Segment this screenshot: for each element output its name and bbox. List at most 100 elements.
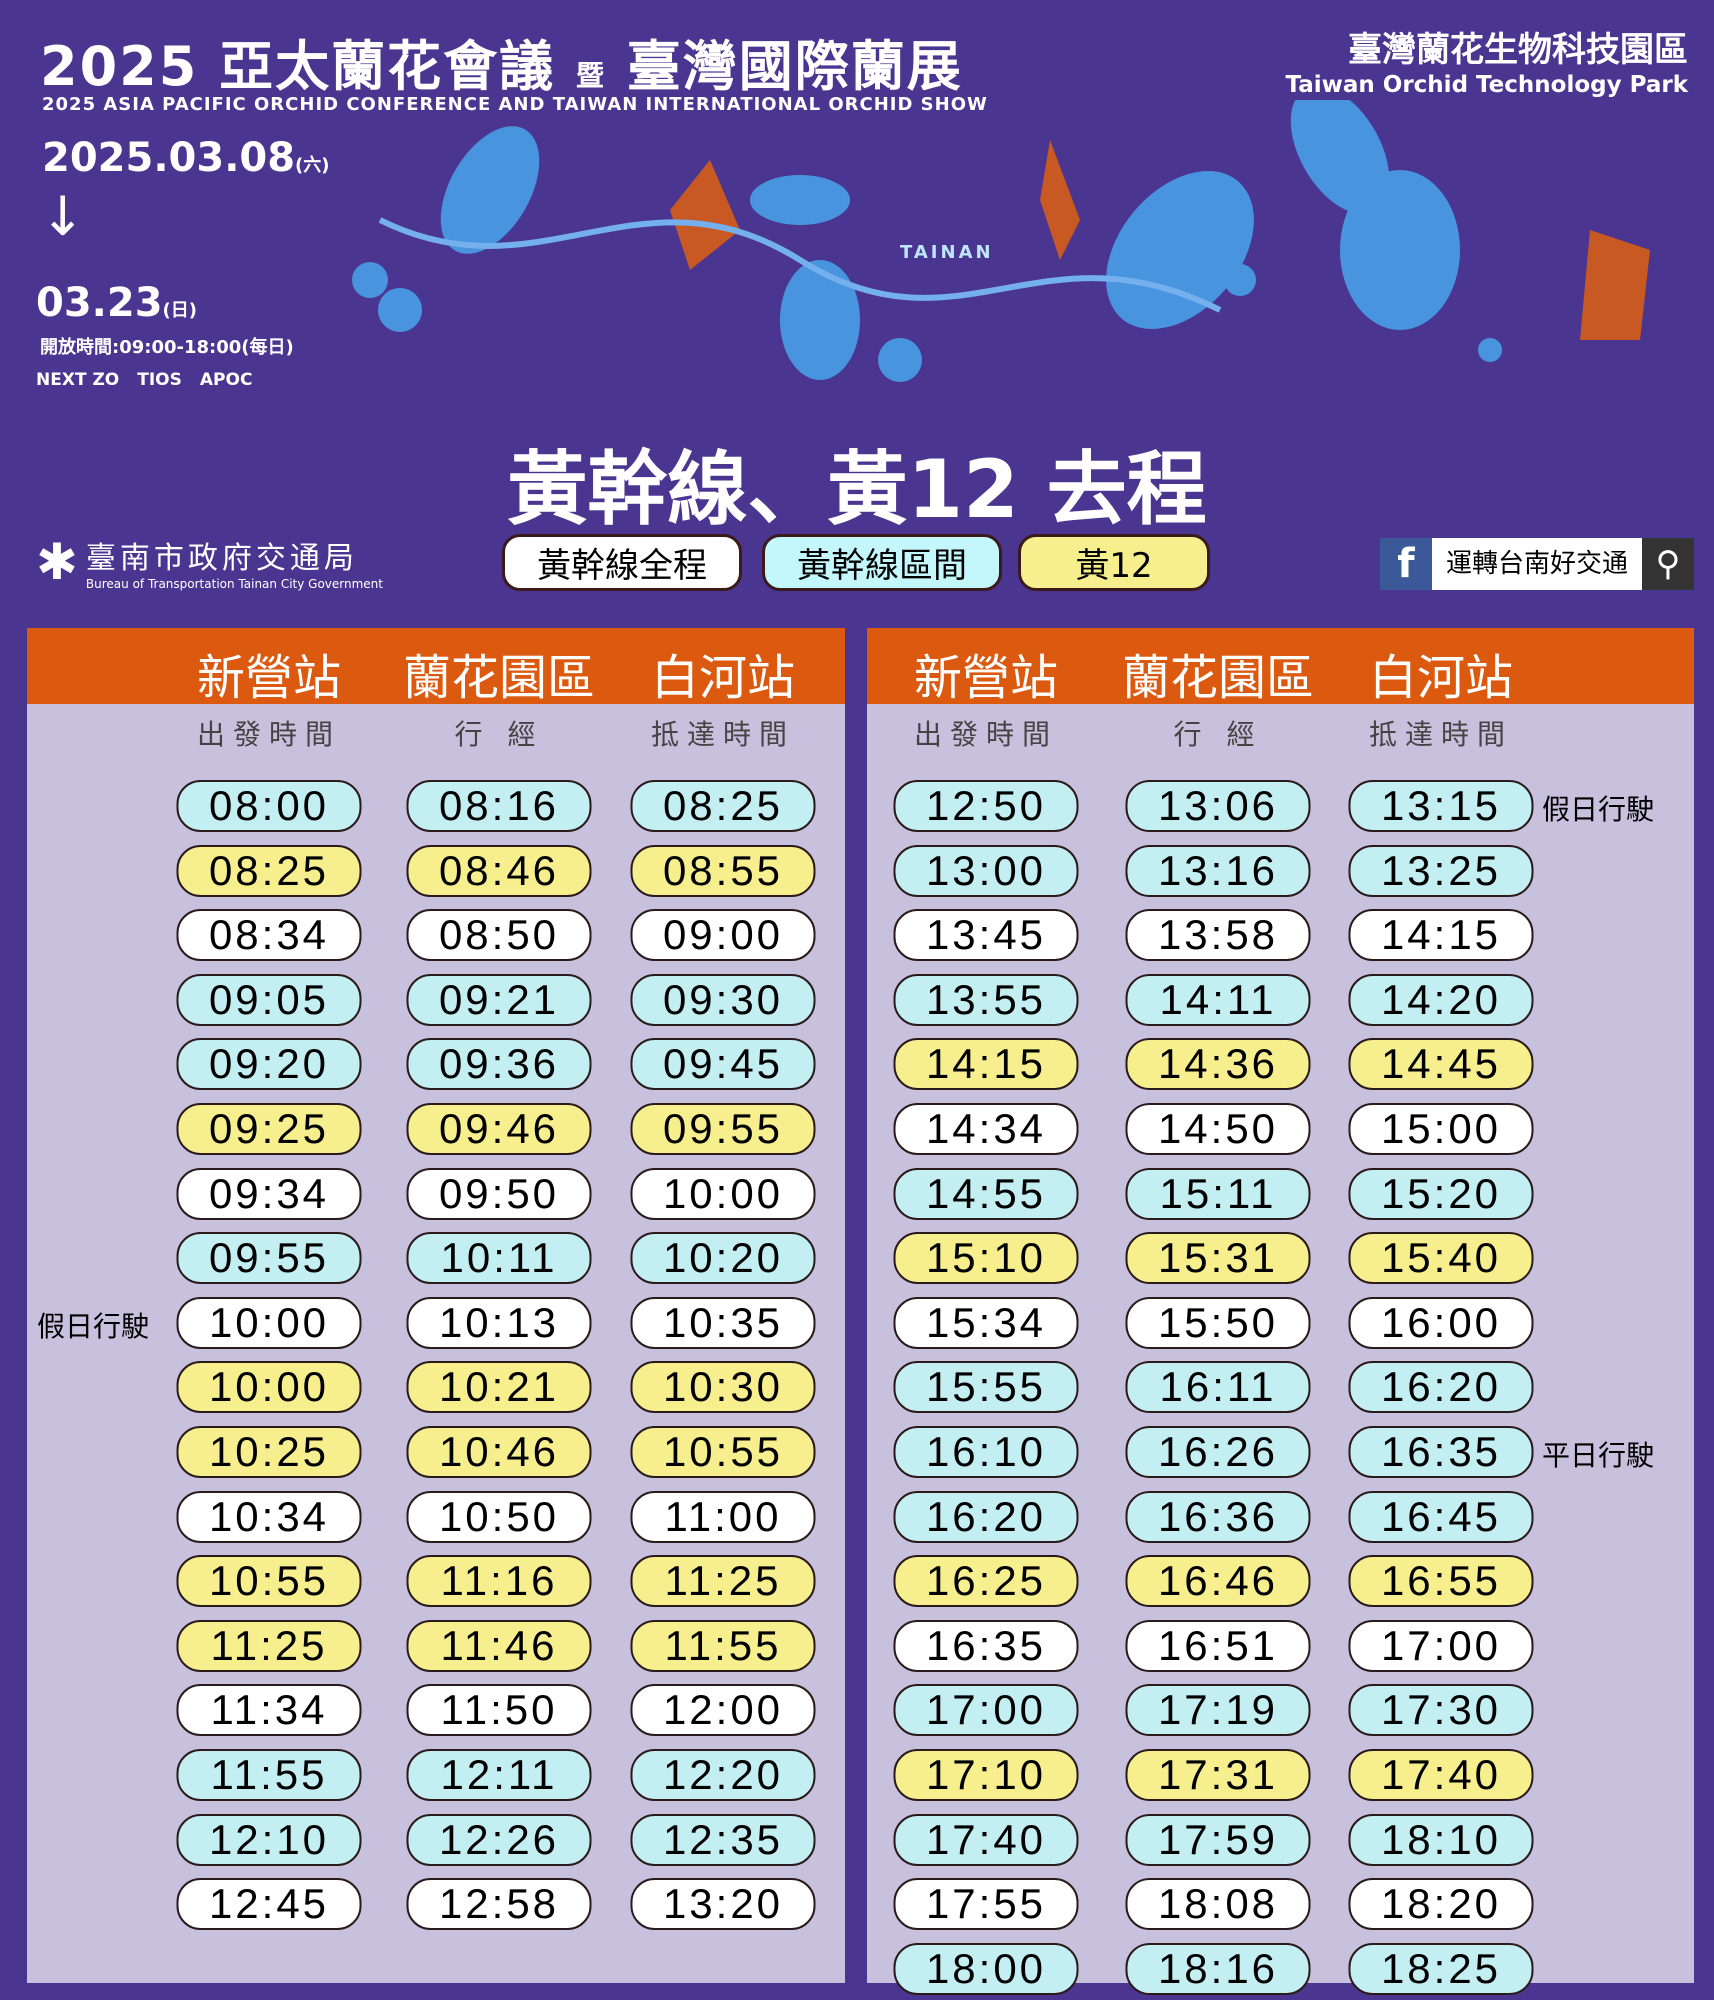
time-cell: 11:00 (630, 1490, 816, 1543)
column-label: 出發時間 (196, 718, 342, 751)
title-join: 暨 (575, 59, 606, 92)
time-cell: 11:50 (406, 1684, 592, 1737)
time-cell: 17:40 (1348, 1749, 1534, 1801)
time-cell: 09:21 (406, 973, 592, 1026)
column-label: 出發時間 (913, 718, 1059, 751)
time-cell: 11:55 (630, 1619, 816, 1672)
station-name: 新營站 (196, 650, 342, 706)
time-cell: 10:20 (630, 1232, 816, 1285)
time-cell: 10:50 (406, 1490, 592, 1543)
time-cell: 14:55 (893, 1167, 1079, 1220)
station-header: 新營站 蘭花園區 白河站 (27, 628, 845, 706)
time-cell: 09:30 (630, 973, 816, 1026)
time-cell: 13:15 (1348, 780, 1534, 832)
time-cell: 16:36 (1125, 1490, 1311, 1543)
tab-yellow-12[interactable]: 黃12 (1018, 534, 1210, 591)
time-cell: 13:06 (1125, 780, 1311, 832)
time-cell: 17:40 (893, 1813, 1079, 1866)
start-day: (六) (295, 155, 330, 176)
station-header: 新營站 蘭花園區 白河站 (867, 628, 1694, 706)
time-cell: 18:16 (1125, 1942, 1311, 1995)
search-icon[interactable]: ⚲ (1642, 538, 1694, 590)
time-cell: 11:34 (176, 1684, 362, 1737)
time-cell: 12:20 (630, 1749, 816, 1801)
time-cell: 15:55 (893, 1361, 1079, 1414)
time-cell: 13:25 (1348, 844, 1534, 897)
end-date: 03.23(日) (36, 280, 197, 326)
time-cell: 12:45 (176, 1878, 362, 1931)
park-name-zh: 臺灣蘭花生物科技園區 (1348, 30, 1688, 70)
time-cell: 15:50 (1125, 1296, 1311, 1349)
time-cell: 10:00 (176, 1296, 362, 1349)
time-cell: 11:25 (630, 1555, 816, 1608)
time-cell: 15:40 (1348, 1232, 1534, 1285)
station-name: 白河站 (1368, 650, 1514, 706)
time-cell: 17:55 (893, 1878, 1079, 1931)
time-cell: 10:55 (176, 1555, 362, 1608)
facebook-page-name: 運轉台南好交通 (1432, 538, 1642, 590)
time-cell: 16:35 (1348, 1426, 1534, 1478)
time-cell: 09:46 (406, 1103, 592, 1155)
time-cell: 14:20 (1348, 973, 1534, 1026)
time-cell: 15:11 (1125, 1167, 1311, 1220)
time-cell: 08:25 (630, 780, 816, 832)
title-part1: 2025 亞太蘭花會議 (40, 35, 556, 98)
time-cell: 11:46 (406, 1619, 592, 1672)
bureau-name-zh: 臺南市政府交通局 (85, 541, 358, 576)
time-cell: 17:30 (1348, 1684, 1534, 1737)
time-cell: 14:34 (893, 1103, 1079, 1155)
time-cell: 09:55 (630, 1103, 816, 1155)
time-cell: 09:20 (176, 1038, 362, 1091)
time-cell: 12:11 (406, 1749, 592, 1801)
time-cell: 14:15 (1348, 909, 1534, 962)
time-cell: 13:58 (1125, 909, 1311, 962)
time-cell: 15:10 (893, 1232, 1079, 1285)
service-note: 平日行駛 (1542, 1439, 1655, 1472)
time-cell: 13:45 (893, 909, 1079, 962)
event-title: 2025 亞太蘭花會議 暨 臺灣國際蘭展 (40, 22, 963, 101)
time-cell: 09:25 (176, 1103, 362, 1155)
time-cell: 12:50 (893, 780, 1079, 832)
time-cell: 08:55 (630, 844, 816, 897)
time-cell: 17:00 (1348, 1619, 1534, 1672)
time-cell: 12:00 (630, 1684, 816, 1737)
time-cell: 16:00 (1348, 1296, 1534, 1349)
time-cell: 12:35 (630, 1813, 816, 1866)
time-cell: 10:35 (630, 1296, 816, 1349)
station-name: 新營站 (913, 650, 1059, 706)
time-cell: 16:55 (1348, 1555, 1534, 1608)
time-cell: 16:46 (1125, 1555, 1311, 1608)
logo-nextzo: NEXT ZO (36, 370, 120, 390)
arrow-down-icon: ↓ (40, 185, 86, 248)
bureau-name-en: Bureau of Transportation Tainan City Gov… (85, 577, 383, 591)
time-cell: 16:26 (1125, 1426, 1311, 1478)
time-cell: 08:25 (176, 844, 362, 897)
time-cell: 18:25 (1348, 1942, 1534, 1995)
bureau-logo: ✱ 臺南市政府交通局 Bureau of Transportation Taina… (36, 533, 383, 591)
time-cell: 15:34 (893, 1296, 1079, 1349)
logo-tios: TIOS (137, 370, 182, 390)
time-cell: 18:20 (1348, 1878, 1534, 1931)
time-cell: 17:00 (893, 1684, 1079, 1737)
time-cell: 11:55 (176, 1749, 362, 1801)
start-date: 2025.03.08(六) (42, 135, 330, 181)
time-cell: 15:00 (1348, 1103, 1534, 1155)
time-cell: 10:34 (176, 1490, 362, 1543)
time-cell: 11:16 (406, 1555, 592, 1608)
time-cell: 16:20 (893, 1490, 1079, 1543)
tab-yellow-trunk-full[interactable]: 黃幹線全程 (502, 534, 742, 591)
tab-yellow-trunk-section[interactable]: 黃幹線區間 (762, 534, 1002, 591)
time-cell: 16:20 (1348, 1361, 1534, 1414)
time-cell: 09:34 (176, 1167, 362, 1220)
station-name: 蘭花園區 (402, 650, 596, 706)
time-cell: 16:35 (893, 1619, 1079, 1672)
time-cell: 08:50 (406, 909, 592, 962)
time-cell: 11:25 (176, 1619, 362, 1672)
time-cell: 14:45 (1348, 1038, 1534, 1091)
time-cell: 09:45 (630, 1038, 816, 1091)
time-cell: 13:55 (893, 973, 1079, 1026)
time-cell: 14:11 (1125, 973, 1311, 1026)
facebook-search[interactable]: f 運轉台南好交通 ⚲ (1380, 538, 1694, 590)
time-cell: 13:20 (630, 1878, 816, 1931)
time-cell: 16:25 (893, 1555, 1079, 1608)
